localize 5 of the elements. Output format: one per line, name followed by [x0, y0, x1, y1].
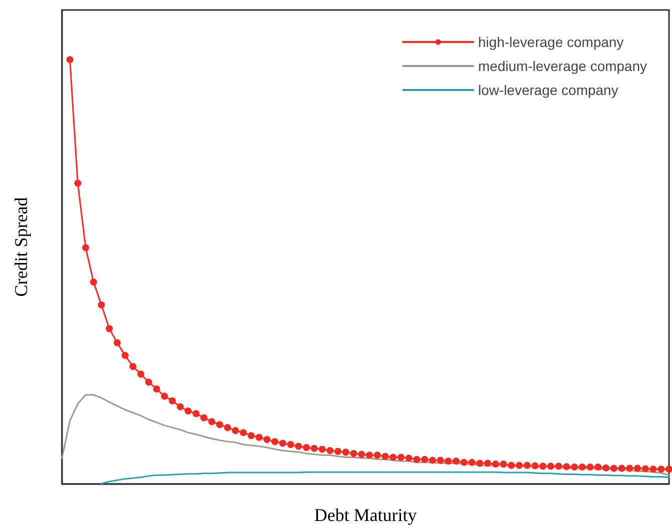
y-axis-title: Credit Spread — [11, 197, 31, 297]
legend-label: low-leverage company — [478, 82, 618, 98]
x-axis-title: Debt Maturity — [314, 505, 417, 525]
legend-label: medium-leverage company — [478, 58, 648, 74]
legend-label: high-leverage company — [478, 34, 624, 50]
